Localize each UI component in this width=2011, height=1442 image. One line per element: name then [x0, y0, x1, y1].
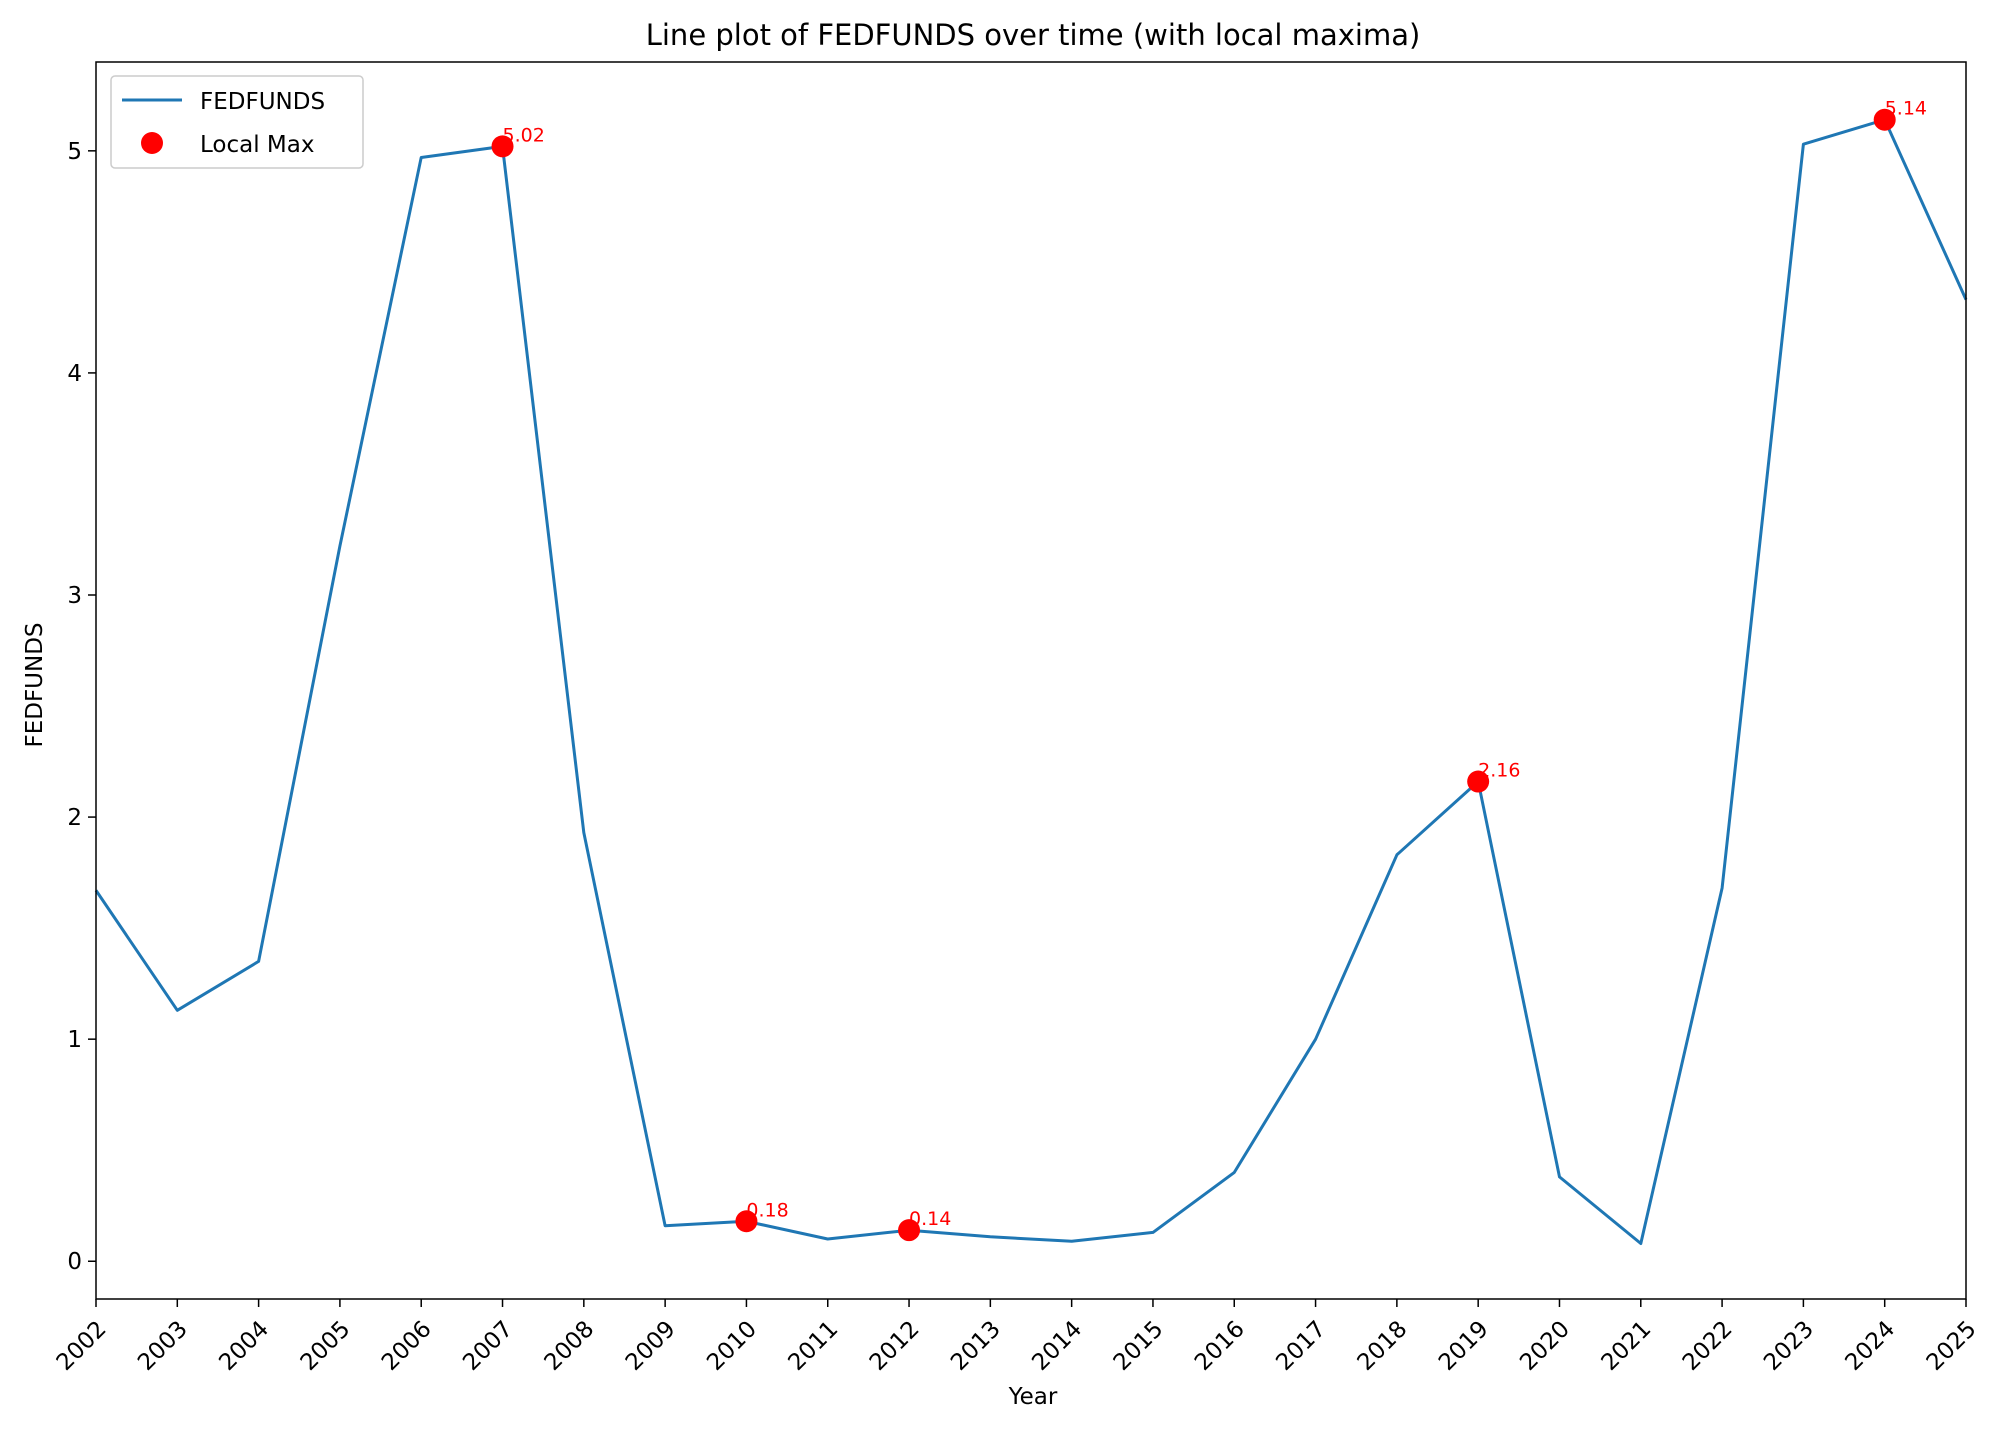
- y-tick-label: 1: [67, 1027, 82, 1053]
- x-axis: 2002 2003 2004 2005 2006 2007 2008 2009 2010 2011…: [52, 1299, 1982, 1376]
- x-tick-label: 2006: [377, 1316, 437, 1376]
- x-tick-label: 2016: [1190, 1316, 1250, 1376]
- local-max-label: 5.02: [503, 124, 545, 146]
- x-tick-label: 2018: [1353, 1316, 1413, 1376]
- y-axis: 0 1 2 3 4 5: [67, 139, 96, 1275]
- x-tick-label: 2015: [1109, 1316, 1169, 1376]
- x-tick-label: 2003: [133, 1316, 193, 1376]
- x-tick-label: 2017: [1271, 1316, 1331, 1376]
- local-max-point: [491, 135, 514, 158]
- y-axis-label: FEDFUNDS: [22, 622, 48, 747]
- legend-local-max-label: Local Max: [200, 132, 314, 158]
- x-tick-label: 2004: [214, 1316, 274, 1376]
- x-tick-label: 2021: [1597, 1316, 1657, 1376]
- x-tick-label: 2013: [946, 1316, 1006, 1376]
- legend-series-label: FEDFUNDS: [200, 89, 325, 115]
- x-tick-label: 2011: [784, 1316, 844, 1376]
- x-tick-label: 2009: [621, 1316, 681, 1376]
- legend: FEDFUNDS Local Max: [110, 75, 364, 169]
- x-tick-label: 2005: [296, 1316, 356, 1376]
- legend-local-max-marker: [141, 132, 163, 154]
- y-tick-label: 4: [67, 361, 82, 387]
- x-tick-label: 2019: [1434, 1316, 1494, 1376]
- x-tick-label: 2020: [1515, 1316, 1575, 1376]
- y-tick-label: 3: [67, 583, 82, 609]
- x-tick-label: 2012: [865, 1316, 925, 1376]
- axes-frame: [95, 61, 1967, 1300]
- x-tick-label: 2010: [702, 1316, 762, 1376]
- y-tick-label: 5: [67, 139, 82, 165]
- local-max-label: 5.14: [1885, 98, 1927, 120]
- x-tick-label: 2002: [52, 1316, 112, 1376]
- x-tick-label: 2023: [1759, 1316, 1819, 1376]
- y-tick-label: 2: [67, 805, 82, 831]
- x-tick-label: 2007: [458, 1316, 518, 1376]
- x-tick-label: 2008: [540, 1316, 600, 1376]
- x-axis-label: Year: [1008, 1384, 1058, 1410]
- chart-title: Line plot of FEDFUNDS over time (with lo…: [646, 18, 1421, 52]
- series-line-fedfunds: [94, 118, 1968, 1245]
- x-tick-label: 2024: [1840, 1316, 1900, 1376]
- local-max-label: 2.16: [1478, 760, 1520, 782]
- local-max-point: [1467, 770, 1490, 793]
- x-tick-label: 2014: [1027, 1316, 1087, 1376]
- x-tick-label: 2025: [1922, 1316, 1982, 1376]
- local-max-point: [898, 1219, 921, 1242]
- local-max-point: [1873, 108, 1896, 131]
- plot-area: 5.02 0.18 0.14 2.16 5.14: [94, 98, 1968, 1245]
- local-max-label: 0.18: [746, 1199, 788, 1221]
- x-tick-label: 2022: [1678, 1316, 1738, 1376]
- local-max-label: 0.14: [909, 1208, 951, 1230]
- local-max-point: [735, 1210, 758, 1233]
- y-tick-label: 0: [67, 1249, 82, 1275]
